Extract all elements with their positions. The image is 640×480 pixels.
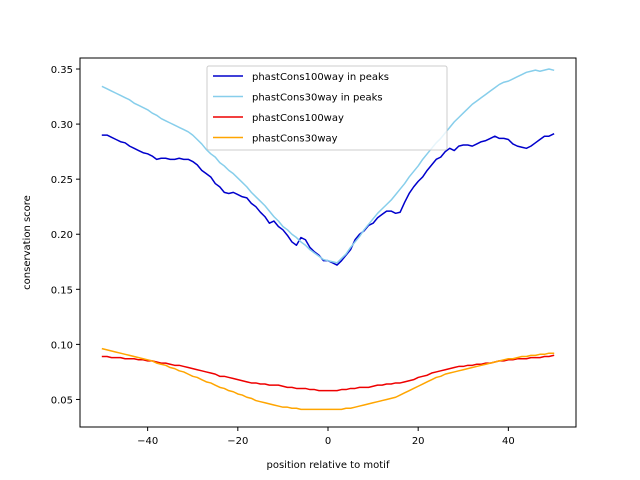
y-tick-label: 0.10	[51, 340, 73, 351]
legend-label-3: phastCons100way	[252, 113, 344, 124]
x-tick-label: 20	[412, 436, 425, 447]
y-tick-label: 0.35	[51, 65, 73, 76]
x-tick-label: −40	[137, 436, 158, 447]
x-axis-label: position relative to motif	[267, 460, 390, 471]
x-tick-label: −20	[227, 436, 248, 447]
legend: phastCons100way in peaks phastCons30way i…	[206, 65, 448, 151]
legend-label-4: phastCons30way	[252, 134, 338, 145]
series-layer	[101, 68, 555, 411]
x-axis: −40 −20 0 20 40	[137, 427, 515, 447]
x-tick-label: 0	[325, 436, 331, 447]
y-axis-label: conservation score	[22, 195, 33, 290]
y-tick-label: 0.15	[51, 285, 73, 296]
x-tick-label: 40	[502, 436, 515, 447]
y-tick-label: 0.30	[51, 120, 73, 131]
series-line-3	[101, 354, 555, 392]
y-tick-label: 0.05	[51, 395, 73, 406]
y-tick-label: 0.20	[51, 230, 73, 241]
legend-box	[206, 65, 448, 151]
series-line-2	[101, 68, 555, 264]
legend-label-1: phastCons100way in peaks	[252, 72, 389, 83]
y-tick-label: 0.25	[51, 175, 73, 186]
y-axis: 0.05 0.10 0.15 0.20 0.25 0.30 0.35	[51, 65, 80, 406]
series-line-4	[101, 347, 555, 411]
legend-label-2: phastCons30way in peaks	[252, 93, 383, 104]
